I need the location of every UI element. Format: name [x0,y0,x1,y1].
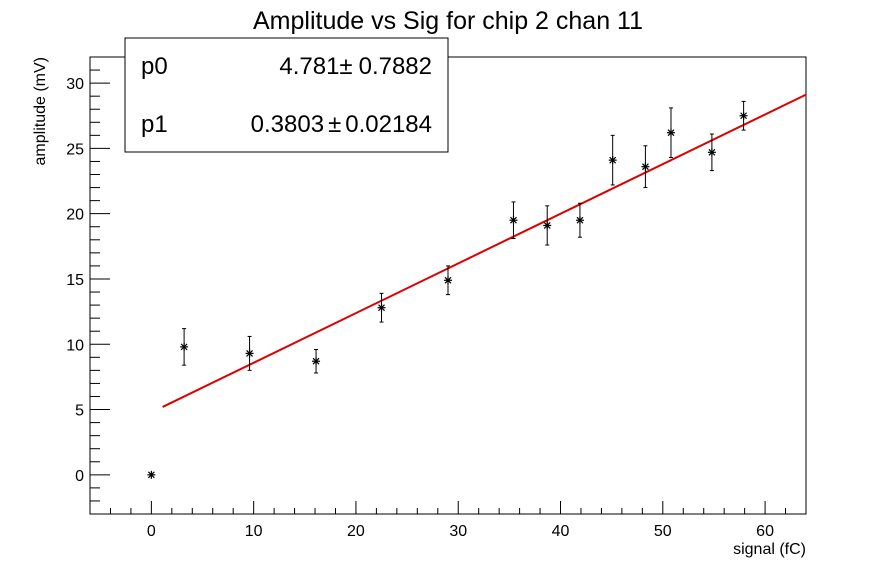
data-point [575,202,584,238]
star-marker-stroke [378,304,385,312]
y-tick-label: 0 [75,468,84,485]
x-axis: 0 10 20 30 40 50 60 [89,501,807,540]
x-tick-label: 40 [552,523,570,540]
data-point [180,328,189,366]
x-axis-title: signal (fC) [733,541,806,558]
stat-p0-pm: ± [339,53,352,80]
data-point [245,335,254,371]
data-point [707,133,716,172]
chart-title: Amplitude vs Sig for chip 2 chan 11 [253,7,643,35]
stat-p1-pm: ± [328,111,341,138]
data-point [147,470,156,479]
y-tick-label: 15 [66,272,84,289]
star-marker-stroke [312,357,320,365]
fit-line [162,93,807,408]
data-point [666,107,675,159]
stats-box-frame [124,37,449,153]
star-marker-stroke [740,112,748,120]
data-point [641,145,650,189]
star-marker-stroke [576,216,584,224]
fit-stats-box: p0 4.781± 0.7882 p1 0.3803 ±0.02184 [124,37,449,153]
stat-p0-error: 0.7882 [359,53,432,80]
star-marker-stroke [708,148,716,156]
star-marker-stroke [667,129,675,137]
stat-p0-estimate: 4.781 [279,53,339,80]
star-marker-stroke [543,222,551,229]
data-point [608,134,617,186]
stat-p1-error: 0.02184 [345,111,432,138]
stat-p1-name: p1 [141,111,168,138]
fit-layer [162,93,807,408]
stat-p0-value: 4.781± 0.7882 [279,53,432,80]
y-tick-label: 10 [66,337,84,354]
star-marker-stroke [147,471,155,479]
stat-p1-value: 0.3803 ±0.02184 [251,111,432,138]
data-point [509,201,518,239]
data-point [543,205,552,246]
y-tick-label: 5 [75,403,84,420]
x-tick-label: 50 [654,523,672,540]
data-point [444,265,452,296]
x-tick-label: 0 [147,523,156,540]
star-marker-stroke [641,163,649,171]
star-marker-stroke [246,349,253,357]
data-point [377,292,386,323]
data-point [312,348,321,374]
y-axis: 0 5 10 15 20 25 30 [66,56,110,515]
y-tick-label: 20 [66,207,84,224]
y-tick-label: 30 [66,76,84,93]
stat-p0-name: p0 [141,53,168,80]
star-marker-stroke [180,343,188,351]
y-tick-label: 25 [66,141,84,158]
star-marker-stroke [444,276,452,284]
x-tick-label: 30 [449,523,467,540]
x-tick-label: 10 [245,523,263,540]
data-point [739,100,748,131]
x-tick-label: 20 [347,523,365,540]
star-marker-stroke [609,156,617,164]
data-points [147,100,748,479]
star-marker-stroke [510,216,517,224]
y-axis-title: amplitude (mV) [32,57,49,165]
x-tick-label: 60 [756,523,774,540]
stat-p1-estimate: 0.3803 [251,111,324,138]
